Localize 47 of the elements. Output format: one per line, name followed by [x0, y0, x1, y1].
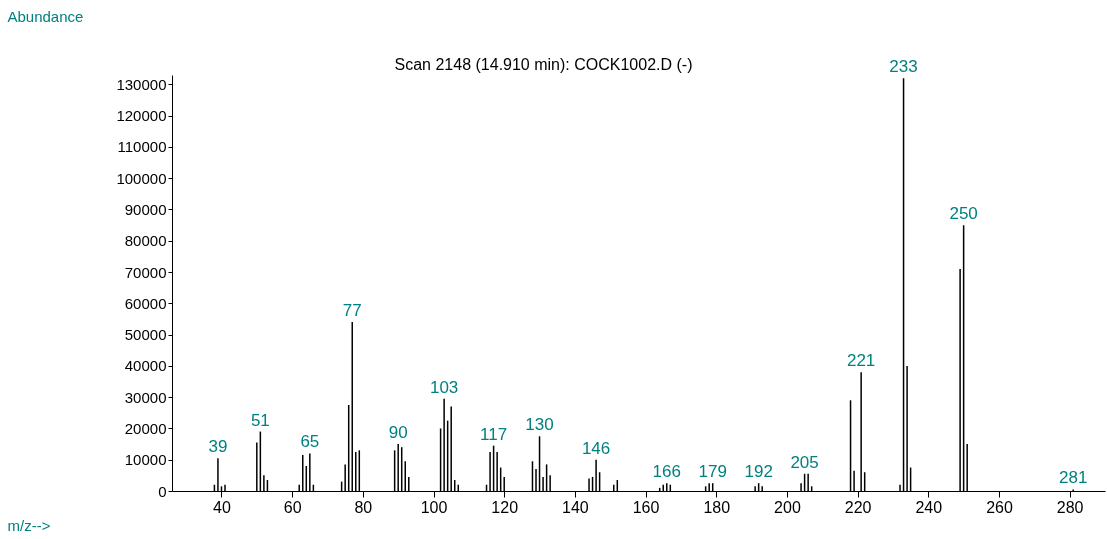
y-axis-title: Abundance [7, 7, 84, 25]
annotation: 250 [949, 204, 978, 224]
annotation: 130 [525, 415, 554, 435]
annotation: 77 [342, 301, 362, 321]
x-tick-label: 40 [213, 498, 231, 516]
y-tick-label: 130000 [116, 75, 167, 93]
annotation: 65 [300, 432, 320, 452]
y-tick-label: 50000 [124, 326, 167, 344]
annotation: 233 [889, 57, 918, 77]
x-tick-label: 240 [915, 498, 943, 516]
y-tick-label: 20000 [124, 419, 167, 437]
y-tick-label: 40000 [124, 357, 167, 375]
x-tick-label: 160 [632, 498, 660, 516]
y-tick-label: 10000 [124, 451, 167, 469]
y-tick-label: 70000 [124, 263, 167, 281]
y-tick-label: 120000 [116, 107, 167, 125]
chart-title: Scan 2148 (14.910 min): COCK1002.D (-) [394, 56, 693, 73]
x-axis-title: m/z--> [7, 516, 51, 534]
x-tick-label: 140 [562, 498, 589, 516]
y-tick-label: 90000 [124, 201, 167, 218]
x-tick-label: 220 [844, 498, 872, 516]
x-tick-label: 200 [774, 498, 801, 516]
annotation: 281 [1059, 468, 1088, 488]
annotation: 103 [429, 377, 459, 397]
annotation: 179 [698, 462, 727, 482]
annotation: 221 [846, 351, 876, 371]
annotation: 192 [744, 462, 773, 482]
y-tick-label: 100000 [116, 169, 167, 187]
y-tick-label: 60000 [124, 294, 167, 312]
annotation: 205 [790, 452, 819, 472]
x-tick-label: 60 [283, 498, 302, 516]
x-tick-label: 80 [354, 498, 373, 516]
x-tick-label: 180 [703, 498, 731, 516]
y-tick-label: 0 [158, 482, 167, 500]
x-tick-label: 260 [986, 498, 1013, 516]
y-tick-label: 80000 [124, 232, 167, 250]
x-tick-label: 280 [1056, 498, 1084, 516]
annotation: 39 [208, 437, 228, 457]
y-tick-label: 110000 [117, 138, 167, 156]
annotation: 117 [480, 424, 508, 444]
annotation: 51 [250, 410, 270, 430]
annotation: 146 [581, 438, 611, 458]
annotation: 90 [388, 423, 408, 443]
x-tick-label: 100 [420, 498, 448, 516]
annotation: 166 [652, 462, 681, 482]
y-tick-label: 30000 [124, 388, 167, 406]
x-tick-label: 120 [491, 498, 519, 516]
